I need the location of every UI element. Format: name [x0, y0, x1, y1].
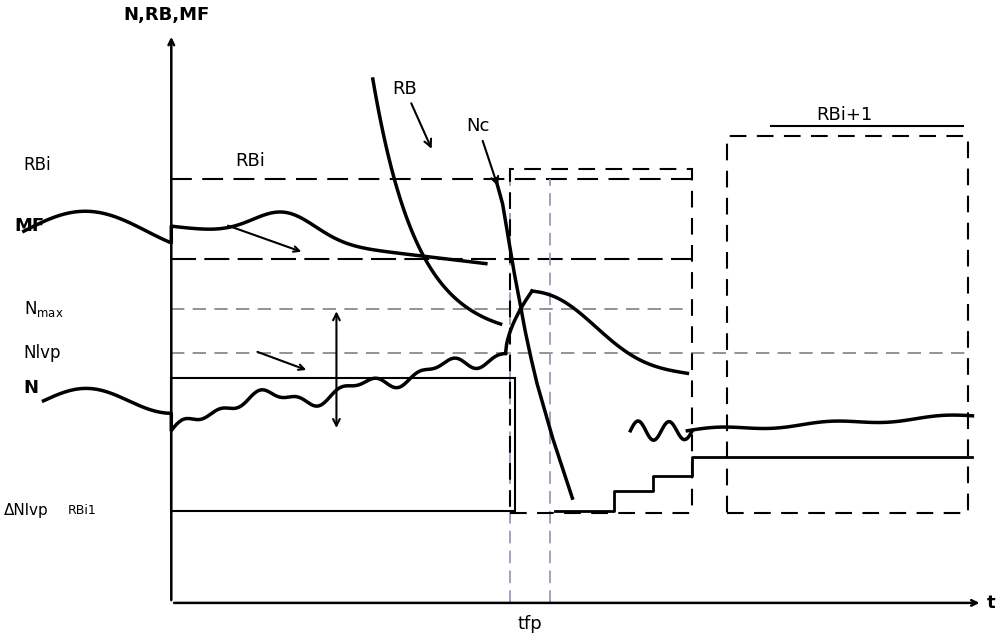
Text: tfp: tfp [518, 616, 542, 634]
Text: RB: RB [392, 80, 431, 147]
Text: N$_{\mathrm{max}}$: N$_{\mathrm{max}}$ [24, 298, 63, 319]
Bar [171, 378, 515, 511]
Text: N,RB,MF: N,RB,MF [123, 6, 209, 24]
Bar [727, 136, 968, 513]
Text: RBi: RBi [235, 152, 265, 170]
Text: RBi+1: RBi+1 [817, 106, 873, 124]
Text: ΔNlvp: ΔNlvp [4, 503, 49, 518]
Text: MF: MF [14, 217, 44, 236]
Bar [510, 169, 692, 513]
Text: Nc: Nc [466, 117, 498, 184]
Text: N: N [24, 380, 39, 397]
Text: t: t [987, 594, 996, 612]
Text: Nlvp: Nlvp [24, 344, 61, 362]
Text: RBi1: RBi1 [68, 504, 97, 517]
Text: RBi: RBi [24, 156, 51, 174]
